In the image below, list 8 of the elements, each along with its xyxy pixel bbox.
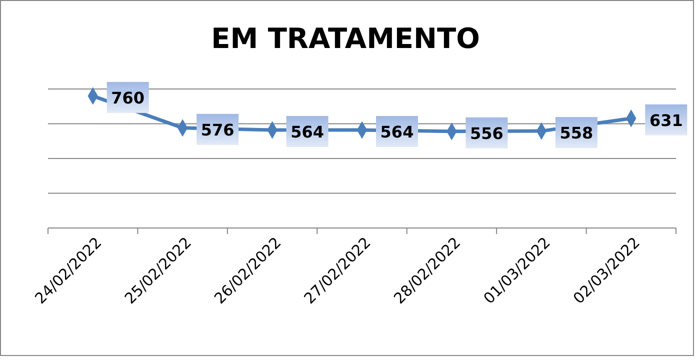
data-label: 760 <box>111 88 145 108</box>
data-label: 631 <box>649 110 683 130</box>
chart-title: EM TRATAMENTO <box>211 22 480 55</box>
data-label: 564 <box>380 122 414 142</box>
data-label: 558 <box>560 124 594 143</box>
data-label: 564 <box>290 122 324 142</box>
data-label: 576 <box>200 120 234 140</box>
data-label: 556 <box>470 124 504 143</box>
